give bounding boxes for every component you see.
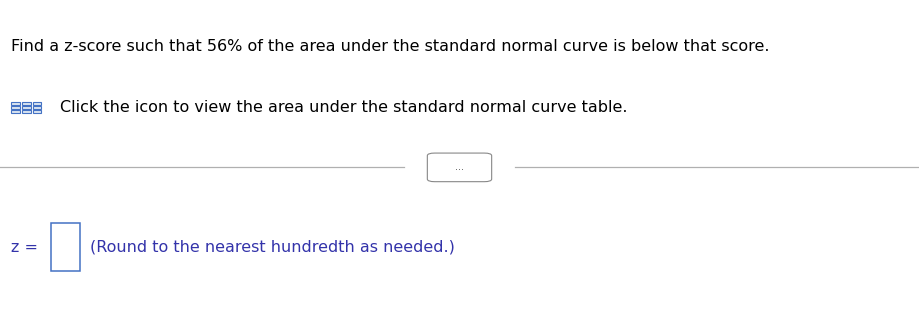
FancyBboxPatch shape: [427, 153, 492, 182]
FancyBboxPatch shape: [32, 106, 41, 109]
Text: Find a z-score such that 56% of the area under the standard normal curve is belo: Find a z-score such that 56% of the area…: [11, 39, 769, 54]
FancyBboxPatch shape: [11, 110, 20, 112]
FancyBboxPatch shape: [11, 106, 20, 109]
FancyBboxPatch shape: [22, 110, 30, 112]
Text: ...: ...: [455, 162, 464, 172]
Text: (Round to the nearest hundredth as needed.): (Round to the nearest hundredth as neede…: [90, 240, 455, 254]
FancyBboxPatch shape: [32, 110, 41, 112]
FancyBboxPatch shape: [11, 102, 20, 105]
Text: z =: z =: [11, 240, 38, 254]
Text: Click the icon to view the area under the standard normal curve table.: Click the icon to view the area under th…: [60, 100, 628, 115]
FancyBboxPatch shape: [32, 102, 41, 105]
Bar: [51, 223, 80, 271]
FancyBboxPatch shape: [22, 102, 30, 105]
FancyBboxPatch shape: [22, 106, 30, 109]
